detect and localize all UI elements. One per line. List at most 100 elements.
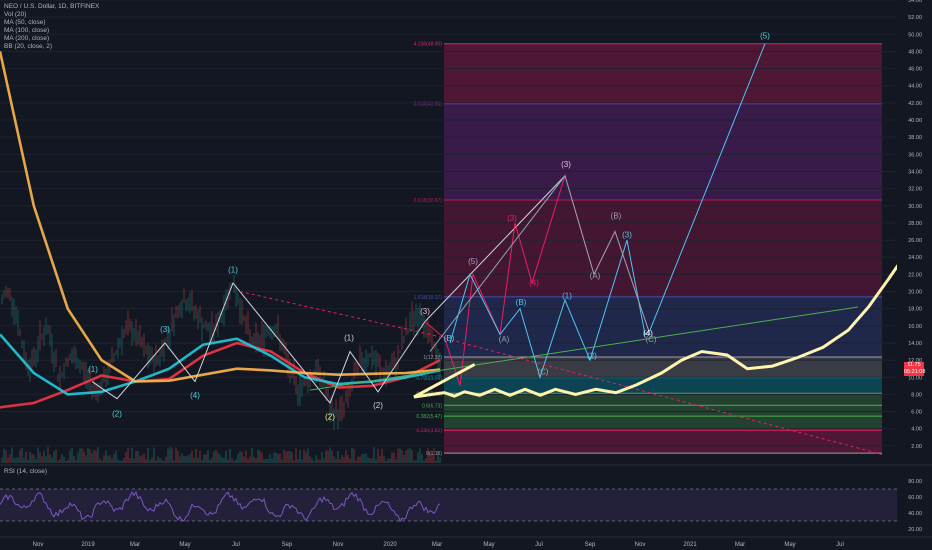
volume-bar [191, 450, 193, 463]
legend-ma100[interactable]: MA (100, close) [4, 27, 50, 34]
wave-label: (B) [611, 212, 622, 221]
volume-bar [85, 455, 87, 463]
legend-ma200[interactable]: MA (200, close) [4, 35, 50, 42]
volume-bar [339, 459, 341, 463]
wave-label: (5) [468, 257, 478, 266]
wave-label: (2) [587, 351, 597, 360]
rsi-tick: 20.00 [908, 527, 922, 533]
fib-zone [444, 43, 882, 104]
volume-bar [277, 453, 279, 463]
volume-bar [109, 455, 111, 463]
volume-bar [89, 449, 91, 463]
price-tick: 50.00 [908, 32, 922, 38]
price-tick: 22.00 [908, 272, 922, 278]
wave-label: (3) [160, 325, 170, 334]
volume-bar [407, 448, 409, 463]
volume-bar [3, 448, 5, 463]
legend-volume[interactable]: Vol (20) [4, 11, 27, 18]
volume-bar [11, 447, 13, 463]
volume-bar [165, 456, 167, 463]
volume-bar [309, 456, 311, 463]
time-tick: Nov [33, 542, 44, 548]
volume-bar [17, 457, 19, 463]
time-tick: 2019 [81, 542, 95, 548]
volume-bar [301, 459, 303, 463]
volume-bar [123, 457, 125, 463]
volume-bar [401, 449, 403, 463]
volume-bar [307, 448, 309, 463]
volume-bar [151, 457, 153, 463]
volume-bar [267, 458, 269, 463]
volume-bar [251, 448, 253, 463]
volume-bar [163, 460, 165, 463]
legend-ma50[interactable]: MA (50, close) [4, 19, 46, 26]
volume-bar [119, 460, 121, 463]
volume-bar [203, 454, 205, 463]
volume-bar [121, 460, 123, 463]
volume-bar [145, 459, 147, 463]
volume-bar [313, 460, 315, 463]
price-tick: 4.00 [911, 427, 922, 433]
rsi-legend[interactable]: RSI (14, close) [4, 468, 47, 475]
volume-bar [361, 454, 363, 463]
volume-bar [395, 459, 397, 463]
price-candles [1, 275, 441, 463]
price-axis[interactable]: 54.00 52.00 50.00 48.00 46.00 44.00 42.00 40.00… [897, 0, 932, 537]
wave-line-projection [424, 175, 566, 322]
time-axis[interactable]: Nov 2019 Mar May Jul Sep Nov 2020 Mar May Jul Sep No… [0, 536, 932, 548]
volume-bar [27, 459, 29, 463]
wave-label: (2) [373, 401, 383, 410]
volume-bar [377, 448, 379, 463]
volume-bar [291, 452, 293, 463]
fib-level-label: 0.382(5.47) [416, 414, 442, 420]
volume-bar [23, 457, 25, 463]
volume-bar [147, 448, 149, 463]
volume-bar [217, 452, 219, 463]
wave-label: (2) [112, 410, 122, 419]
rsi-tick: 40.00 [908, 511, 922, 517]
wave-label: (B) [516, 298, 527, 307]
volume-bar [299, 449, 301, 463]
volume-bar [207, 449, 209, 463]
time-tick: Jul [535, 542, 543, 548]
volume-bar [57, 460, 59, 463]
volume-bar [139, 456, 141, 463]
wave-label: (4) [643, 329, 653, 338]
volume-bar [295, 448, 297, 463]
volume-bar [115, 450, 117, 463]
volume-bar [321, 452, 323, 463]
price-tick: 28.00 [908, 221, 922, 227]
fib-level-label: 0.786(9.96) [416, 376, 442, 382]
volume-bar [365, 453, 367, 463]
wave-label: (4) [529, 279, 539, 288]
volume-bar [183, 456, 185, 463]
price-tick: 6.00 [911, 410, 922, 416]
volume-bar [373, 447, 375, 463]
volume-bar [429, 452, 431, 463]
fib-zone [444, 430, 882, 454]
volume-bar [157, 456, 159, 463]
volume-bar [199, 450, 201, 463]
volume-bar [155, 460, 157, 463]
ma-line [0, 341, 441, 409]
volume-bar [391, 452, 393, 463]
volume-bar [243, 456, 245, 463]
volume-bar [343, 456, 345, 463]
volume-bar [215, 449, 217, 463]
volume-bar [397, 448, 399, 463]
volume-bar [265, 458, 267, 463]
volume-bar [111, 458, 113, 463]
rsi-tick: 60.00 [908, 495, 922, 501]
volume-bar [287, 450, 289, 463]
volume-bar [49, 454, 51, 463]
volume-bar [253, 456, 255, 463]
volume-bar [219, 454, 221, 463]
legend-bb[interactable]: BB (20, close, 2) [4, 43, 53, 50]
time-tick: Nov [333, 542, 344, 548]
volume-bar [425, 458, 427, 463]
symbol-title[interactable]: NEO / U.S. Dollar, 1D, BITFINEX [4, 3, 100, 10]
volume-bar [195, 448, 197, 463]
wave-label: (A) [590, 272, 601, 281]
volume-bar [419, 448, 421, 463]
